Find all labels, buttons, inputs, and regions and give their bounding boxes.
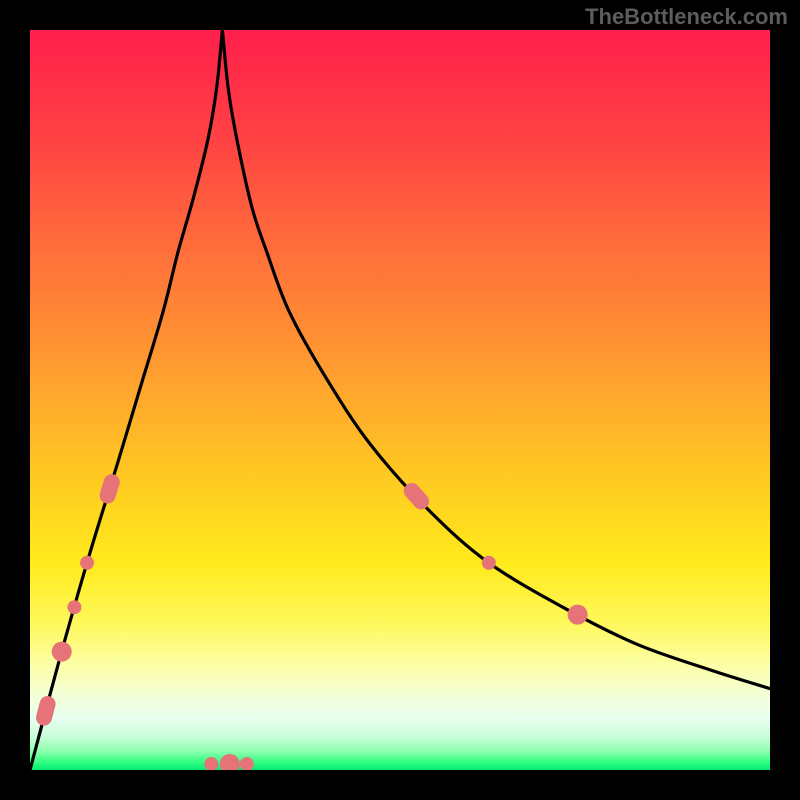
- marker-dot: [482, 556, 496, 570]
- marker-dot: [204, 757, 218, 770]
- marker-dot: [67, 600, 81, 614]
- marker-layer: [34, 472, 770, 770]
- marker-dot: [52, 642, 72, 662]
- watermark-text: TheBottleneck.com: [585, 4, 788, 30]
- curve-right: [222, 30, 770, 689]
- marker-dot: [220, 754, 240, 770]
- plot-area: [30, 30, 770, 770]
- marker-cap: [34, 694, 57, 727]
- marker-dot: [568, 605, 588, 625]
- marker-dot: [80, 556, 94, 570]
- bottleneck-curve: [30, 30, 770, 770]
- marker-dot: [240, 757, 254, 770]
- chart-frame: TheBottleneck.com: [0, 0, 800, 800]
- marker-cap: [98, 472, 122, 505]
